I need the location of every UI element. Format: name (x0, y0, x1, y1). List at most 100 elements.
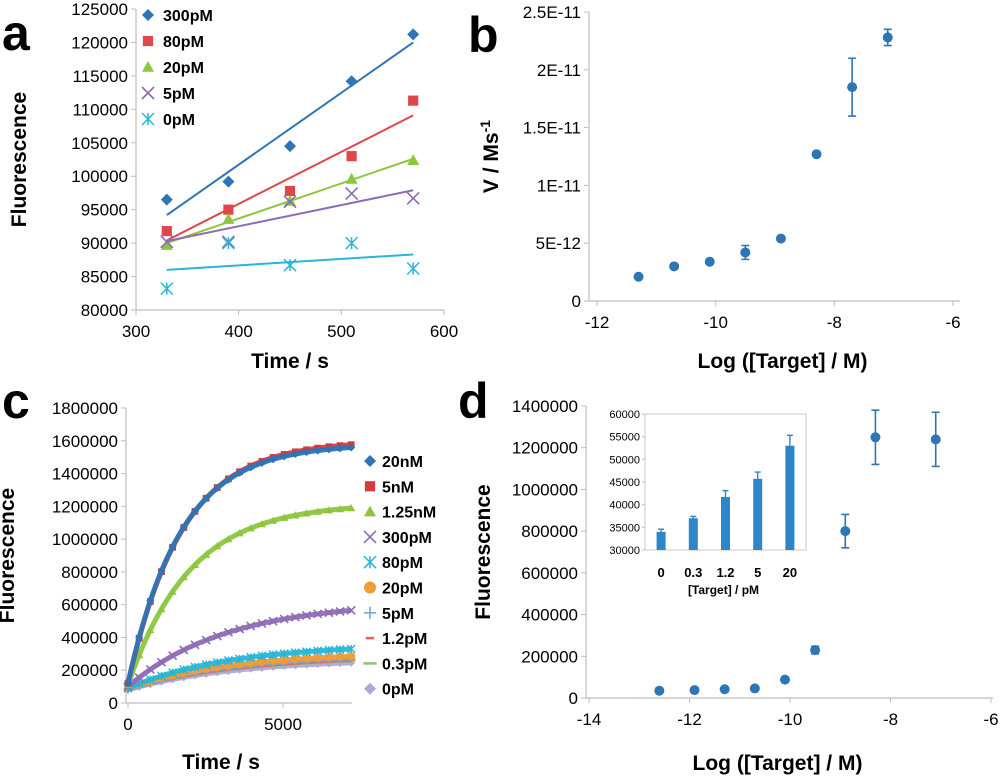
data-point-300pM (235, 624, 245, 634)
y-tick-label: 1800000 (52, 399, 118, 418)
x-tick-label: -8 (827, 313, 842, 332)
x-tick-label: 400 (224, 322, 252, 341)
data-point-80pM (279, 649, 289, 659)
data-point-1.25nM (235, 529, 244, 537)
data-point-20pM-shape (336, 652, 345, 661)
data-point-300pM-shape (313, 609, 323, 619)
y-tick-label: 800000 (521, 522, 578, 541)
data-point-20pM (336, 652, 345, 661)
data-point-1.25nM (336, 505, 345, 513)
data-point-1.25nM (224, 535, 233, 543)
data-point-300pM (222, 175, 235, 188)
legend-marker-5pM-shape (364, 606, 376, 619)
data-point-20pM-shape (407, 154, 420, 165)
data-point-20nM (190, 507, 199, 516)
data-point-80pM-shape (156, 671, 167, 681)
legend-marker-20nM-shape (364, 455, 376, 467)
data-point-20nM-shape (324, 445, 333, 454)
data-point-20nM (224, 475, 233, 484)
data-point-1.25nM-shape (246, 524, 255, 532)
data-point (719, 684, 730, 695)
y-tick-label: 110000 (73, 100, 128, 119)
data-point-80pM-shape (212, 657, 222, 668)
data-point-20nM (179, 523, 188, 532)
inset-chart: 30000 35000 40000 45000 50000 55000 60000 0 0.3 1… (609, 409, 807, 597)
data-point-80pM (257, 651, 267, 661)
data-point-1.25nM-shape (168, 587, 177, 595)
data-point-1.25nM-shape (291, 511, 300, 519)
data-point-80pM-shape (346, 151, 357, 162)
data-point-300pM-shape (324, 608, 334, 618)
data-point-20nM (168, 542, 177, 551)
data-point-5pM (406, 191, 420, 205)
legend-marker-80pM (142, 35, 154, 47)
inset-x-tick-label: 5 (754, 565, 761, 580)
inset-bar (785, 445, 795, 550)
data-point-20nM-shape (179, 523, 188, 532)
legend-label-20pM: 20pM (163, 60, 204, 77)
data-point-80pM (190, 662, 200, 672)
inset-y-tick-label: 45000 (609, 477, 640, 489)
series-0pM (160, 236, 420, 296)
data-point-1.25nM (135, 651, 144, 659)
y-axis-label: Fluorescence (472, 484, 495, 619)
data-point-300pM (268, 616, 278, 626)
legend-marker-5pM (364, 606, 376, 619)
data-point-20nM-shape (135, 633, 144, 642)
data-point-300pM-shape (279, 614, 289, 624)
data-point (669, 261, 680, 272)
data-point-20pM-shape (257, 657, 266, 666)
data-point-80pM (346, 151, 357, 162)
x-tick-label: -12 (585, 313, 610, 332)
data-point-80pM-shape (313, 646, 323, 656)
data-point-0pM (160, 282, 174, 296)
data-point-20nM (157, 566, 166, 575)
legend-label-5pM: 5pM (382, 606, 414, 623)
panel-a: 80000 85000 90000 95000 100000 105000 110000 11… (8, 0, 458, 373)
legend-marker-20pM-shape (142, 61, 154, 72)
data-point-5pM (283, 195, 297, 209)
data-point-20nM (257, 458, 266, 467)
data-point-20pM (324, 653, 333, 662)
data-point (740, 247, 751, 258)
data-point-20pM (235, 660, 244, 669)
data-point-20nM-shape (336, 444, 345, 453)
x-axis-label: Log ([Target] / M) (698, 350, 868, 373)
inset-y-tick-label: 60000 (609, 409, 640, 421)
data-point-20pM-shape (345, 172, 358, 184)
data-point-1.25nM (202, 550, 211, 558)
data-point-80pM-shape (279, 649, 289, 659)
data-point-20nM (135, 633, 144, 642)
data-point-300pM-shape (223, 627, 234, 637)
data-point (882, 32, 893, 43)
data-point-20nM-shape (213, 484, 222, 493)
data-point-20pM (313, 653, 322, 662)
x-tick-label: -8 (883, 710, 898, 729)
data-point-20pM (269, 656, 278, 665)
y-tick-label: 400000 (521, 606, 578, 625)
data-point-80pM-shape (246, 652, 256, 662)
x-tick-label: 300 (122, 322, 150, 341)
data-point-1.25nM (291, 511, 300, 519)
inset-bar (656, 531, 666, 550)
data-point-300pM (301, 610, 312, 621)
data-point-80pM (145, 675, 155, 685)
y-tick-label: 85000 (81, 268, 128, 287)
y-tick-label: 600000 (61, 596, 118, 615)
inset-y-tick-label: 50000 (609, 454, 640, 466)
data-point (847, 82, 858, 93)
data-point-80pM (246, 652, 256, 662)
data-point-20pM (284, 194, 296, 206)
y-tick-label: 1600000 (52, 432, 118, 451)
data-point-20pM-shape (291, 655, 300, 664)
legend-marker-1.25nM-shape (364, 505, 376, 517)
data-point-20pM-shape (269, 656, 278, 665)
data-point-20pM (257, 657, 266, 666)
data-point-80pM-shape (408, 95, 419, 106)
data-point-300pM-shape (212, 631, 222, 641)
data-point-1.25nM (313, 507, 322, 515)
data-point-20nM-shape (190, 507, 199, 516)
series-300pM (160, 28, 420, 216)
data-point (633, 271, 644, 282)
data-point-20nM-shape (347, 443, 356, 452)
